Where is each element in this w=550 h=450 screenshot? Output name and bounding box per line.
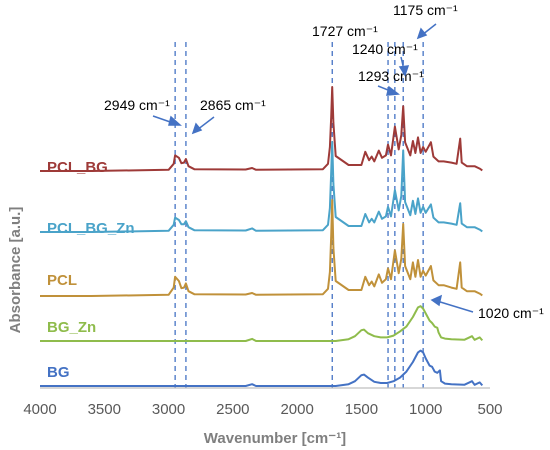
annotation-arrows (152, 23, 474, 313)
annotation-2949: 2949 cm⁻¹ (104, 97, 170, 113)
arrowhead-1020 (430, 294, 443, 307)
annotation-1727: 1727 cm⁻¹ (312, 23, 378, 39)
annotation-1293: 1293 cm⁻¹ (358, 68, 424, 84)
series-label-pcl: PCL (47, 272, 77, 289)
series-label-pcl-bg: PCL_BG (47, 159, 108, 176)
series-line-pcl-bg-zn (40, 141, 483, 233)
series-line-pcl-bg (40, 86, 483, 172)
x-tick-label-2000: 2000 (280, 401, 313, 418)
x-tick-labels: 4000 3500 3000 2500 2000 1500 1000 500 (23, 401, 502, 418)
x-tick-label-3500: 3500 (88, 401, 121, 418)
series-label-bg-zn: BG_Zn (47, 319, 96, 336)
series-layer (40, 86, 484, 387)
annotation-1020: 1020 cm⁻¹ (478, 305, 544, 321)
annotation-1240: 1240 cm⁻¹ (352, 41, 418, 57)
x-tick-label-3000: 3000 (152, 401, 185, 418)
series-line-bg (40, 349, 484, 387)
arrowhead-1293 (386, 85, 400, 96)
arrowhead-2865 (191, 122, 203, 135)
y-axis-title: Absorbance [a.u.] (7, 207, 24, 334)
series-line-pcl (40, 199, 483, 297)
arrowhead-2949 (168, 115, 182, 126)
x-tick-label-500: 500 (477, 401, 502, 418)
x-tick-label-1000: 1000 (409, 401, 442, 418)
annotation-1175: 1175 cm⁻¹ (393, 2, 458, 18)
series-line-bg-zn (40, 305, 484, 342)
arrowhead-1240 (398, 65, 410, 77)
annotation-2865: 2865 cm⁻¹ (200, 97, 266, 113)
series-label-bg: BG (47, 364, 70, 381)
x-tick-label-4000: 4000 (23, 401, 56, 418)
x-tick-label-2500: 2500 (216, 401, 249, 418)
arrow-1020 (436, 300, 474, 313)
arrowhead-1175 (416, 27, 428, 40)
series-label-pcl-bg-zn: PCL_BG_Zn (47, 220, 135, 237)
x-tick-label-1500: 1500 (345, 401, 378, 418)
x-axis-title: Wavenumber [cm⁻¹] (204, 430, 346, 447)
